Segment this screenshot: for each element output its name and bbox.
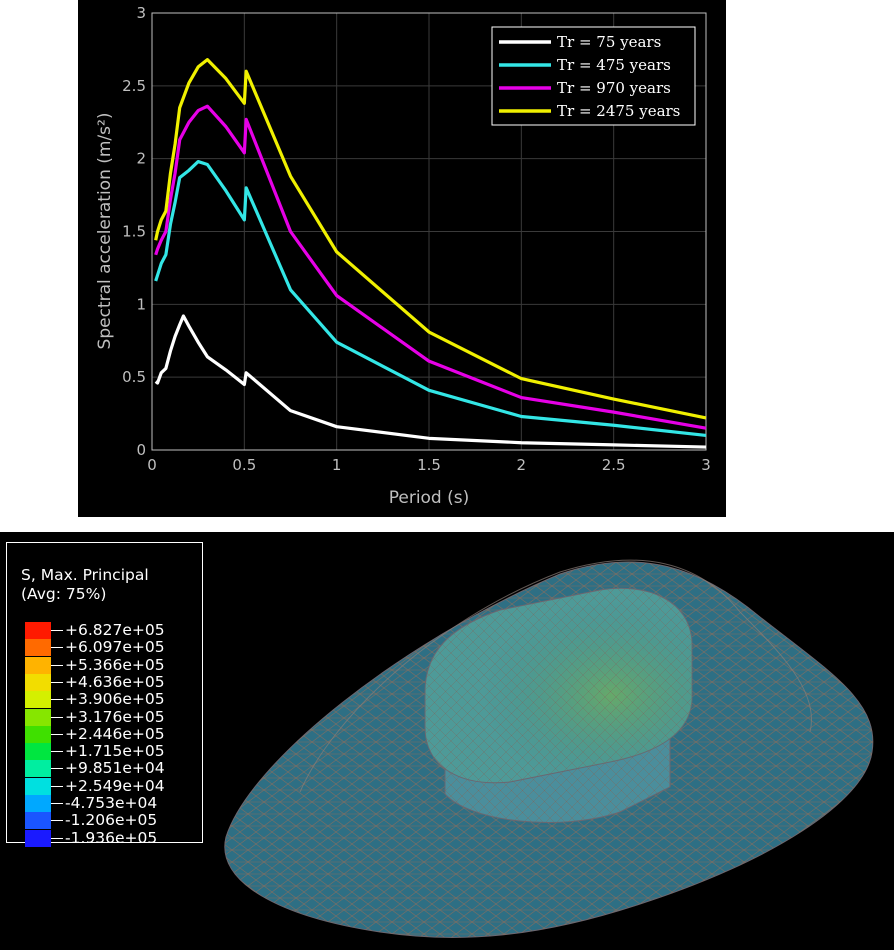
- scale-value: -1.936e+05: [65, 828, 158, 847]
- scale-tick: [51, 785, 63, 787]
- y-tick-label: 1.5: [122, 223, 146, 241]
- series-line-1: [154, 159, 707, 438]
- scale-tick: [51, 630, 63, 631]
- scale-value: +6.827e+05: [65, 621, 165, 639]
- scale-swatch: [25, 829, 51, 847]
- scale-tick: [51, 699, 63, 701]
- x-tick-label: 2.5: [602, 456, 626, 474]
- x-tick-labels: 0 0.5 1 1.5 2 2.5 3: [147, 456, 711, 474]
- x-tick-label: 0: [147, 456, 157, 474]
- series-line-2: [154, 104, 707, 430]
- response-spectrum-chart: 0 0.5 1 1.5 2 2.5 3 0 0.5 1 1.5 2 2.5 3 Period (s) S…: [78, 0, 726, 517]
- x-axis-label: Period (s): [389, 488, 470, 508]
- y-tick-label: 2: [136, 150, 146, 168]
- legend-entries: Tr = 75 years Tr = 475 years Tr = 970 year…: [499, 33, 680, 120]
- plot-frame: [151, 12, 707, 451]
- scale-swatch: [25, 622, 51, 639]
- scale-swatch: [25, 812, 51, 830]
- x-tick-label: 0.5: [232, 456, 256, 474]
- scale-value: +2.549e+04: [65, 776, 165, 795]
- y-tick-labels: 0 0.5 1 1.5 2 2.5 3: [122, 4, 146, 459]
- series-line-3: [154, 58, 707, 420]
- scale-tick: [51, 664, 63, 666]
- scale-swatch: [25, 673, 51, 691]
- contour-variable-label: S, Max. Principal: [21, 566, 149, 584]
- scale-swatch: [25, 777, 51, 795]
- scale-swatch: [25, 639, 51, 657]
- scale-swatch: [25, 691, 51, 709]
- scale-value: +6.097e+05: [65, 638, 165, 657]
- contour-legend: S, Max. Principal (Avg: 75%) +6.827e+05 +…: [6, 542, 203, 847]
- y-tick-label: 3: [136, 4, 146, 22]
- scale-swatch: [25, 760, 51, 778]
- scale-value: +3.906e+05: [65, 690, 165, 709]
- legend-label-0: Tr = 75 years: [557, 33, 661, 51]
- y-tick-label: 1: [136, 295, 146, 313]
- y-tick-label: 2.5: [122, 77, 146, 95]
- fea-stress-contour-view: S, Max. Principal (Avg: 75%) +6.827e+05 +…: [0, 532, 894, 950]
- scale-swatch: [25, 656, 51, 674]
- fea-model-render: [224, 559, 874, 938]
- x-tick-label: 3: [701, 456, 711, 474]
- scale-value: -1.206e+05: [65, 811, 158, 830]
- x-tick-label: 1.5: [417, 456, 441, 474]
- scale-tick: [51, 681, 63, 683]
- legend-label-1: Tr = 475 years: [557, 56, 671, 74]
- y-tick-label: 0.5: [122, 368, 146, 386]
- scale-tick: [51, 716, 63, 718]
- contour-averaging-label: (Avg: 75%): [21, 585, 107, 603]
- scale-value: +3.176e+05: [65, 707, 165, 726]
- outer-mesh-cover: [299, 559, 812, 793]
- scale-value: +5.366e+05: [65, 655, 165, 674]
- scale-swatch: [25, 708, 51, 726]
- scale-value: +4.636e+05: [65, 672, 165, 691]
- scale-tick: [51, 751, 63, 753]
- legend-label-2: Tr = 970 years: [557, 79, 671, 97]
- scale-swatch: [25, 743, 51, 761]
- scale-value: -4.753e+04: [65, 794, 158, 812]
- chart-legend: Tr = 75 years Tr = 475 years Tr = 970 year…: [491, 26, 696, 126]
- x-tick-label: 1: [332, 456, 342, 474]
- x-tick-label: 2: [517, 456, 527, 474]
- y-axis-label: Spectral acceleration (m/s²): [95, 113, 115, 350]
- scale-tick: [51, 837, 63, 839]
- chart-svg: 0 0.5 1 1.5 2 2.5 3 0 0.5 1 1.5 2 2.5 3 Period (s) S…: [95, 4, 711, 508]
- scale-swatch: [25, 795, 51, 812]
- scale-value: +9.851e+04: [65, 759, 165, 778]
- scale-tick: [51, 768, 63, 770]
- y-tick-label: 0: [136, 441, 146, 459]
- scale-swatch: [25, 725, 51, 743]
- scale-value: +1.715e+05: [65, 742, 165, 761]
- legend-label-3: Tr = 2475 years: [557, 102, 680, 120]
- series-line-0: [154, 314, 707, 449]
- series-lines: [154, 58, 707, 449]
- scale-tick: [51, 803, 63, 804]
- scale-tick: [51, 733, 63, 735]
- scale-value: +2.446e+05: [65, 724, 165, 743]
- scale-tick: [51, 820, 63, 822]
- scale-tick: [51, 647, 63, 649]
